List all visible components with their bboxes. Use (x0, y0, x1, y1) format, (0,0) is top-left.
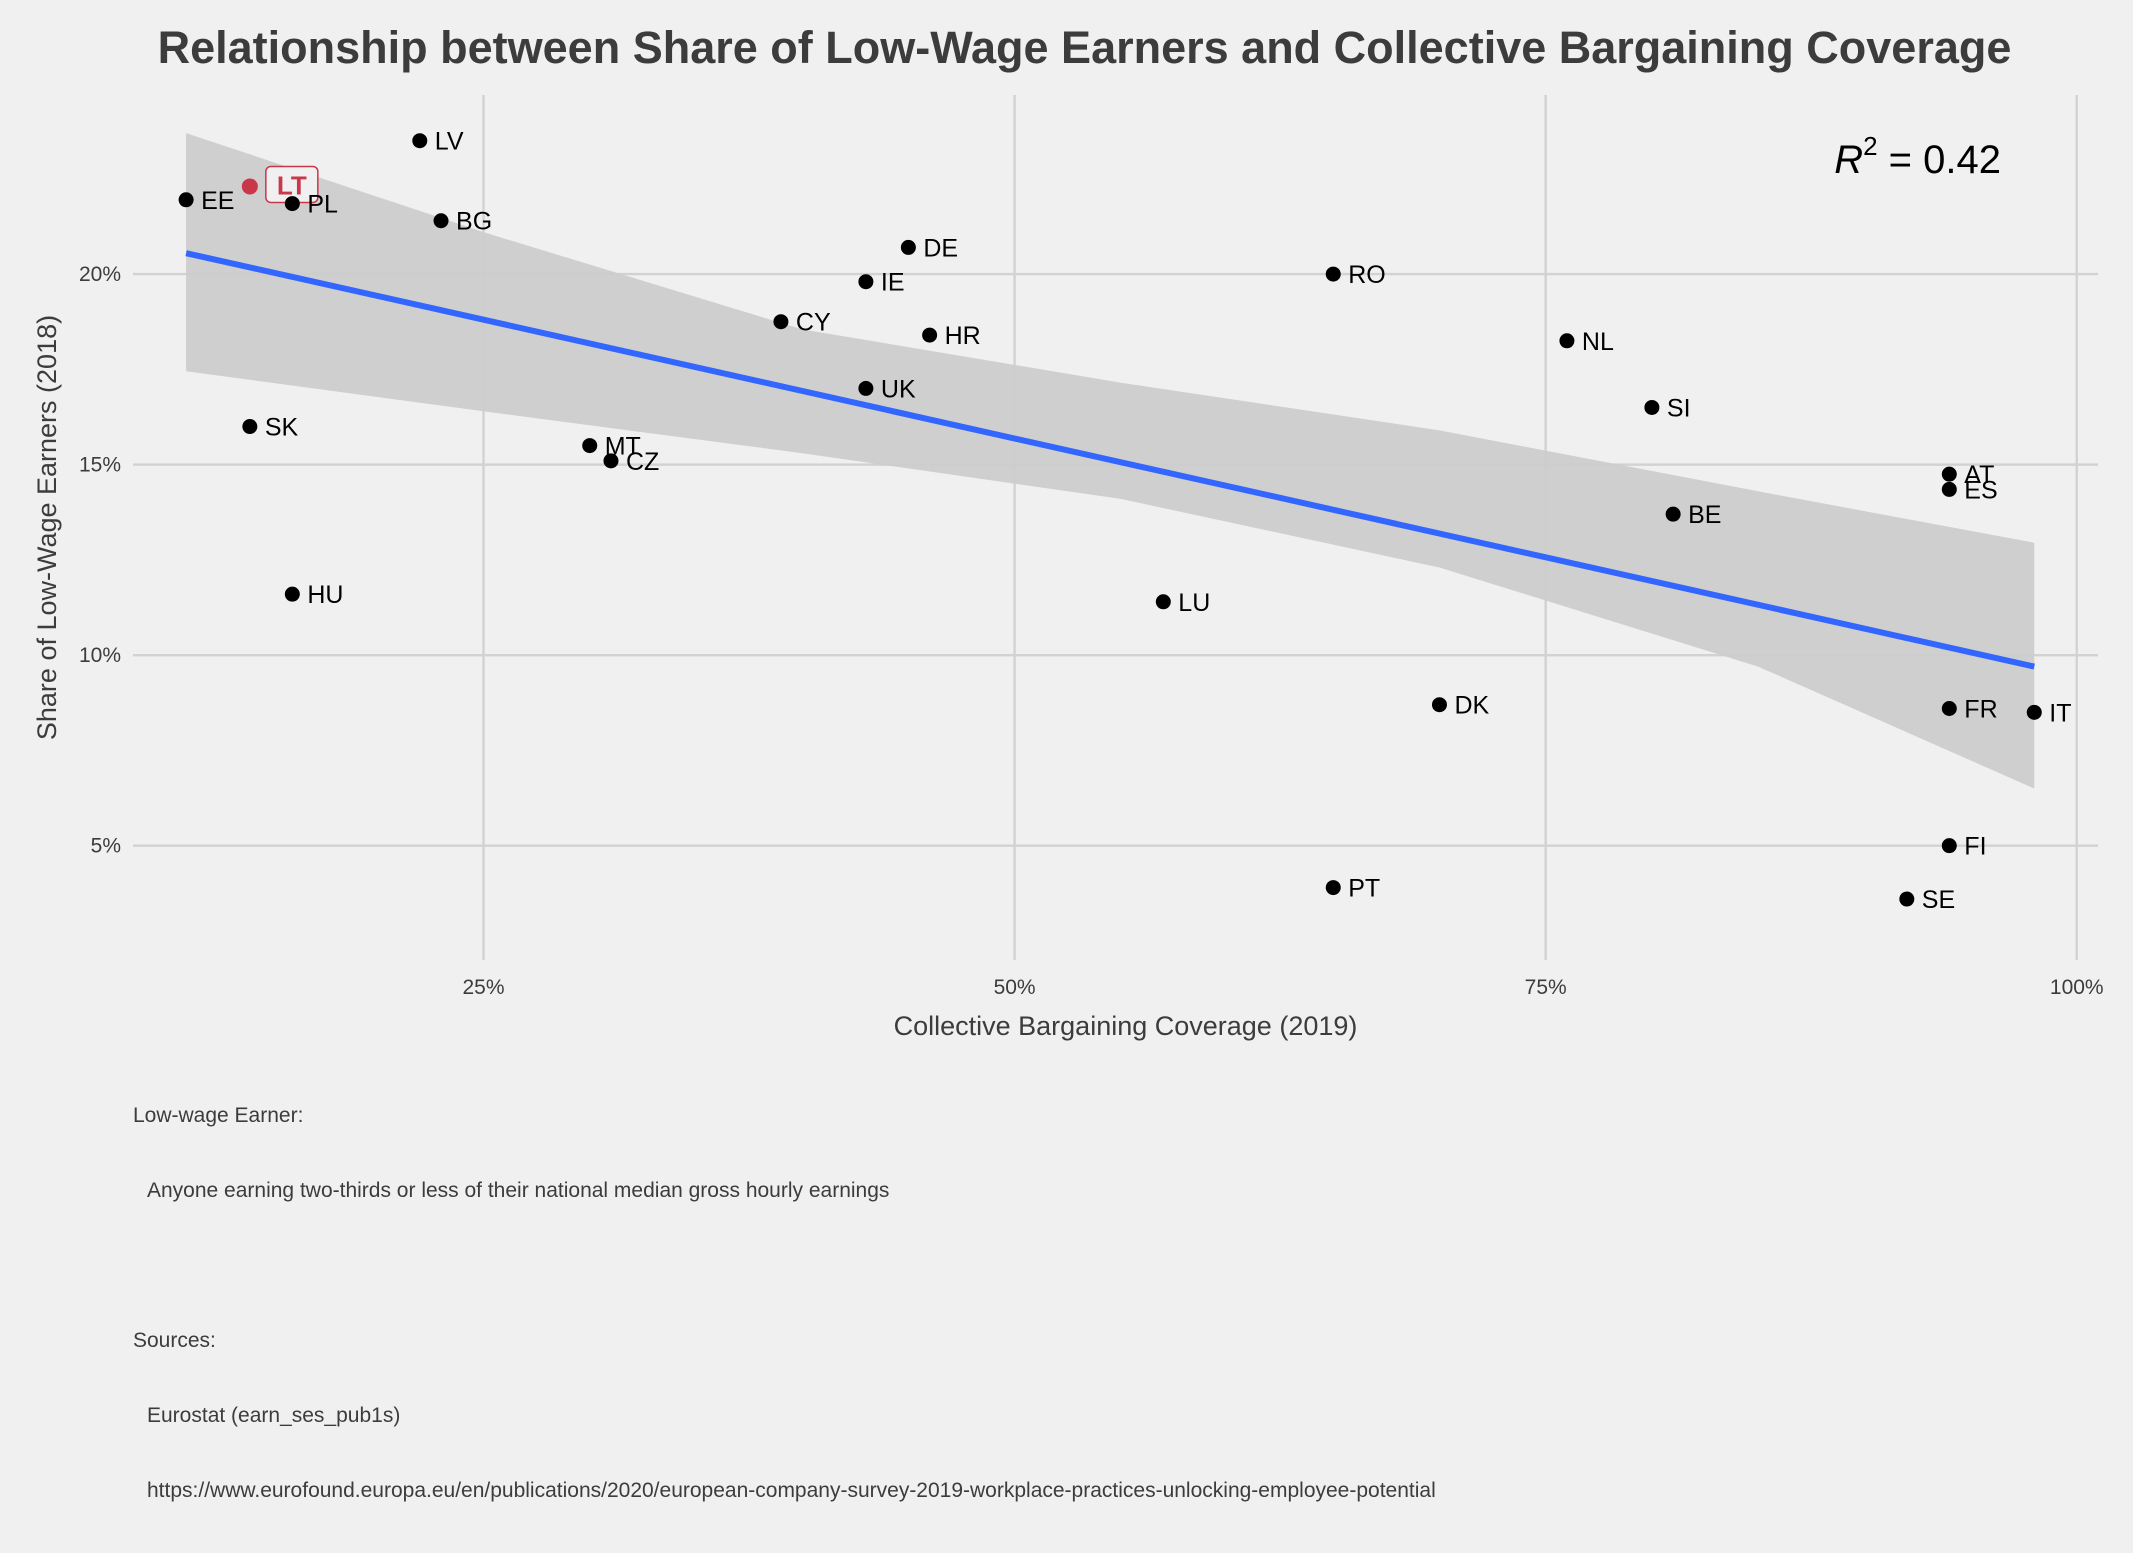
data-point-de (900, 239, 916, 255)
data-point-dk (1431, 697, 1447, 713)
data-point-uk (858, 380, 874, 396)
data-point-lt (241, 178, 258, 195)
r-squared-exponent: 2 (1863, 131, 1878, 161)
chart-title: Relationship between Share of Low-Wage E… (157, 22, 2012, 73)
r-squared-annotation: R2 = 0.42 (1834, 133, 2001, 183)
definition-text: Anyone earning two-thirds or less of the… (147, 1179, 890, 1202)
data-label-it: IT (2049, 699, 2071, 727)
data-point-pt (1325, 880, 1341, 896)
source-eurofound: https://www.eurofound.europa.eu/en/publi… (147, 1479, 1436, 1502)
data-label-de: DE (923, 234, 958, 262)
y-tick-label: 20% (79, 263, 121, 286)
data-point-ie (858, 274, 874, 290)
data-label-es: ES (1964, 476, 1997, 504)
data-label-nl: NL (1582, 328, 1614, 356)
data-label-se: SE (1922, 886, 1955, 914)
data-label-at: AT (1964, 461, 1994, 489)
data-point-pl (284, 196, 300, 212)
data-point-lv (412, 133, 428, 149)
data-point-lu (1155, 594, 1171, 610)
data-label-bg: BG (456, 208, 492, 236)
x-tick-label: 50% (994, 976, 1036, 999)
data-point-mt (582, 438, 598, 454)
data-label-cz: CZ (626, 448, 659, 476)
x-tick-label: 75% (1525, 976, 1567, 999)
data-point-es (1941, 481, 1957, 497)
data-label-lt: LT (277, 170, 307, 200)
data-point-ee (178, 192, 194, 208)
data-label-fr: FR (1964, 696, 1997, 724)
data-point-hu (284, 586, 300, 602)
data-label-fi: FI (1964, 833, 1986, 861)
data-label-si: SI (1667, 394, 1691, 422)
chart-root: 5% 10% 15% 20% 25% 50% 75% 100% LV LT EE PL BG DE RO IE… (32, 22, 2104, 1502)
data-label-cy: CY (796, 309, 831, 337)
data-label-ee: EE (201, 187, 234, 215)
data-label-hr: HR (945, 322, 981, 350)
data-point-sk (242, 419, 258, 435)
data-point-bg (433, 213, 449, 229)
data-label-hu: HU (307, 581, 343, 609)
data-point-cy (773, 314, 789, 330)
data-label-ie: IE (881, 269, 905, 297)
chart-caption: Low-wage Earner: Anyone earning two-thir… (133, 1053, 1436, 1553)
source-eurostat: Eurostat (earn_ses_pub1s) (147, 1404, 401, 1427)
data-label-be: BE (1688, 501, 1721, 529)
x-axis-title: Collective Bargaining Coverage (2019) (894, 1011, 1358, 1041)
data-label-ro: RO (1348, 261, 1386, 289)
data-point-se (1899, 891, 1915, 907)
data-point-be (1665, 506, 1681, 522)
data-point-at (1941, 466, 1957, 482)
y-tick-label: 15% (79, 454, 121, 477)
x-tick-label: 100% (2050, 976, 2104, 999)
data-point-cz (603, 453, 619, 469)
data-label-pt: PT (1348, 875, 1380, 903)
r-squared-value: = 0.42 (1877, 138, 2001, 182)
data-point-hr (922, 327, 938, 343)
y-tick-label: 10% (79, 644, 121, 667)
y-tick-label: 5% (91, 835, 121, 858)
sources-heading: Sources: (133, 1329, 216, 1352)
data-label-uk: UK (881, 375, 916, 403)
data-label-pl: PL (307, 191, 338, 219)
data-label-lu: LU (1178, 589, 1210, 617)
data-point-it (2026, 704, 2042, 720)
data-point-fi (1941, 838, 1957, 854)
data-point-fr (1941, 701, 1957, 717)
data-point-nl (1559, 333, 1575, 349)
scatter-chart: 5% 10% 15% 20% 25% 50% 75% 100% LV LT EE PL BG DE RO IE… (32, 95, 2104, 1041)
r-squared-symbol: R (1834, 138, 1864, 182)
x-tick-label: 25% (462, 976, 504, 999)
definition-heading: Low-wage Earner: (133, 1104, 304, 1127)
data-point-si (1644, 399, 1660, 415)
data-label-lv: LV (435, 128, 464, 156)
y-axis-title: Share of Low-Wage Earners (2018) (32, 315, 62, 740)
data-label-sk: SK (265, 414, 299, 442)
data-label-dk: DK (1454, 692, 1489, 720)
data-point-ro (1325, 266, 1341, 282)
trend-line (185, 250, 2035, 670)
